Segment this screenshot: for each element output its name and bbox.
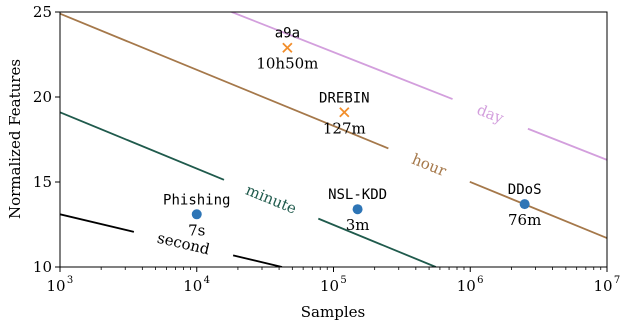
point-time-phishing: 7s [188, 221, 205, 239]
contour-label-hour: hour [409, 150, 449, 180]
contour-line-second-right [232, 254, 283, 267]
point-label-drebin: DREBIN [319, 90, 370, 106]
contour-label-minute: minute [243, 181, 299, 218]
x-tick-exponent: 4 [204, 275, 210, 286]
y-tick-label: 25 [33, 3, 52, 21]
contour-line-minute [60, 111, 225, 181]
y-tick-label: 20 [33, 88, 52, 106]
x-tick-exponent: 7 [614, 275, 620, 286]
x-tick-label: 10 [183, 277, 202, 295]
contour-line-second [60, 213, 135, 233]
point-label-nsl-kdd: NSL-KDD [328, 187, 387, 203]
x-tick-exponent: 6 [477, 275, 483, 286]
x-axis-label: Samples [301, 303, 365, 321]
contour-line-hour-right [469, 180, 607, 239]
y-tick-label: 15 [33, 173, 52, 191]
x-axis: 10 3 10 4 10 5 10 6 10 7 [46, 267, 620, 295]
x-tick-label: 10 [593, 277, 612, 295]
point-time-ddos: 76m [508, 211, 541, 229]
point-label-ddos: DDoS [508, 182, 542, 198]
point-label-a9a: a9a [275, 26, 300, 42]
point-marker-ddos [519, 199, 530, 210]
data-points: a9a 10h50m DREBIN 127m Phishing 7s NSL-KDD 3m DD… [163, 26, 541, 240]
point-time-a9a: 10h50m [256, 55, 318, 73]
x-tick-exponent: 5 [340, 275, 346, 286]
x-tick-label: 10 [46, 277, 65, 295]
contour-line-day [231, 12, 453, 100]
point-marker-a9a [282, 42, 293, 53]
point-label-phishing: Phishing [163, 192, 230, 208]
contour-lines [60, 12, 607, 267]
contour-line-day-right [527, 127, 607, 161]
y-tick-label: 10 [33, 258, 52, 276]
point-time-nsl-kdd: 3m [346, 216, 370, 234]
contour-line-hour [60, 12, 389, 150]
point-marker-drebin [339, 107, 350, 118]
y-axis-label: Normalized Features [6, 59, 24, 219]
y-axis: 10 15 20 25 [33, 3, 60, 276]
contour-line-minute-right [317, 217, 437, 267]
contour-label-day: day [474, 101, 506, 128]
point-marker-nsl-kdd [352, 204, 363, 215]
point-marker-phishing [191, 209, 202, 220]
x-tick-label: 10 [457, 277, 476, 295]
point-time-drebin: 127m [323, 119, 366, 137]
x-tick-label: 10 [320, 277, 339, 295]
x-tick-exponent: 3 [67, 275, 73, 286]
